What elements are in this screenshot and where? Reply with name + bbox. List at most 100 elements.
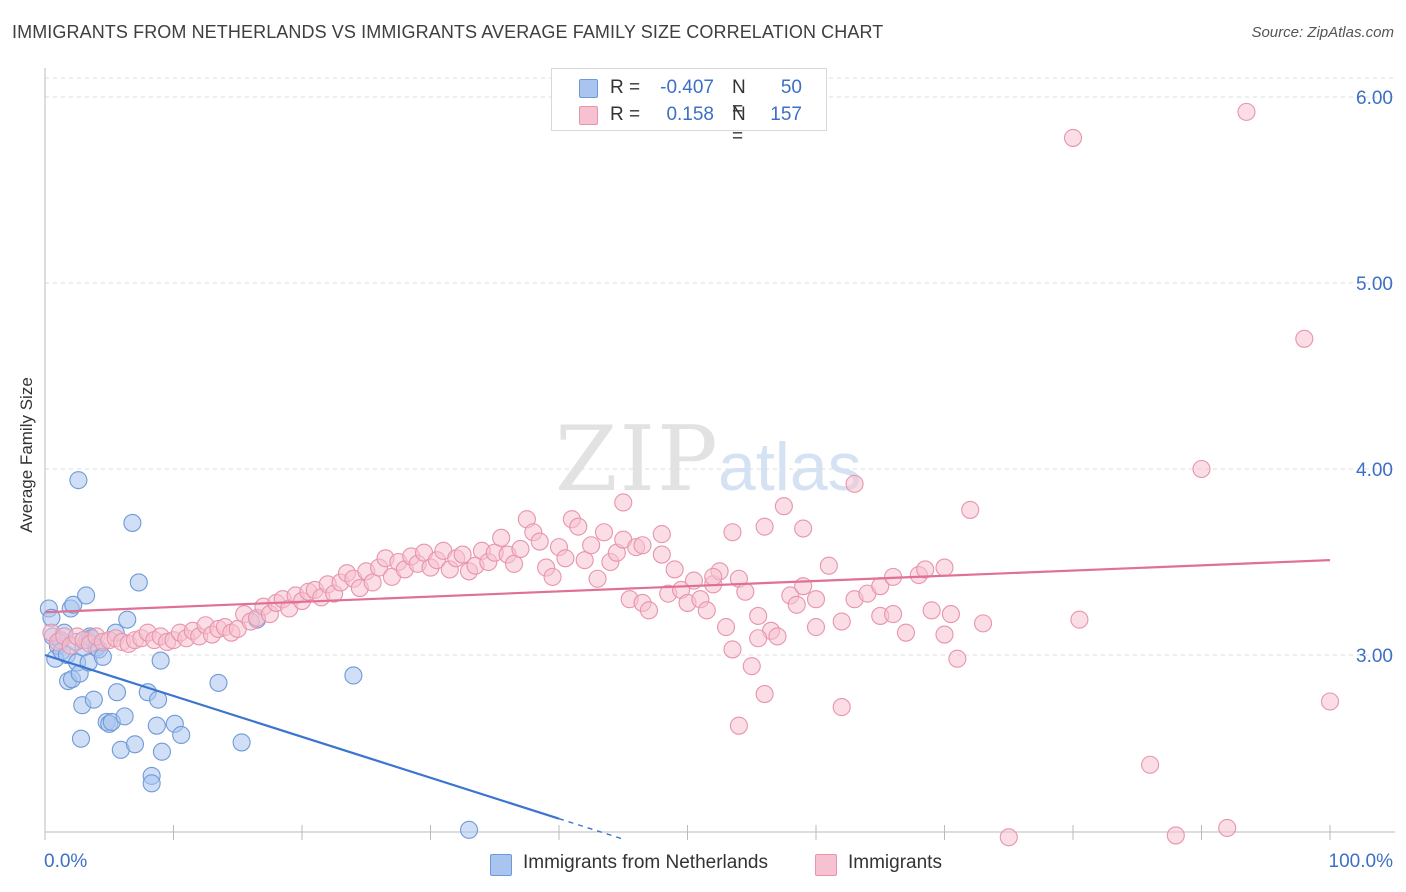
point-immigrants xyxy=(819,556,838,575)
legend-swatch-immigrants xyxy=(579,106,598,125)
legend-swatch xyxy=(815,854,837,876)
point-immigrants xyxy=(749,629,768,648)
y-tick-label: 3.00 xyxy=(1356,646,1393,667)
point-netherlands xyxy=(147,716,166,735)
point-immigrants xyxy=(845,474,864,493)
point-netherlands xyxy=(123,513,142,532)
point-immigrants xyxy=(723,640,742,659)
point-immigrants xyxy=(1070,610,1089,629)
series-netherlands-points xyxy=(39,471,479,839)
point-immigrants xyxy=(755,685,774,704)
point-netherlands xyxy=(115,707,134,726)
point-immigrants xyxy=(999,828,1018,847)
point-netherlands xyxy=(459,820,479,839)
point-immigrants xyxy=(742,657,761,676)
point-immigrants xyxy=(1192,459,1211,479)
point-immigrants xyxy=(832,612,851,631)
point-immigrants xyxy=(768,627,787,646)
correlation-legend: R = -0.407 N = 50 R = 0.158 N = 157 xyxy=(551,68,827,147)
point-immigrants xyxy=(530,532,549,551)
point-immigrants xyxy=(639,601,659,620)
point-immigrants xyxy=(1320,692,1340,711)
point-netherlands xyxy=(125,735,144,754)
point-immigrants xyxy=(569,517,588,536)
point-netherlands xyxy=(129,573,148,592)
point-immigrants xyxy=(729,716,748,735)
point-immigrants xyxy=(922,601,941,620)
point-netherlands xyxy=(232,733,251,752)
point-immigrants xyxy=(588,569,607,588)
point-netherlands xyxy=(142,774,161,793)
point-immigrants xyxy=(832,698,851,717)
point-immigrants xyxy=(935,625,954,644)
point-immigrants xyxy=(774,497,793,516)
point-immigrants xyxy=(1218,818,1237,838)
y-tick-labels: 3.00 4.00 5.00 6.00 xyxy=(1356,88,1393,667)
legend-item-immigrants[interactable]: Immigrants xyxy=(815,851,975,879)
point-immigrants xyxy=(716,618,736,637)
point-netherlands xyxy=(64,595,83,614)
point-netherlands xyxy=(172,725,191,745)
series-immigrants-points xyxy=(42,102,1340,847)
point-netherlands xyxy=(77,586,96,605)
point-immigrants xyxy=(652,545,671,564)
r-value: -0.407 xyxy=(660,77,714,98)
point-immigrants xyxy=(504,554,524,573)
n-value: 157 xyxy=(770,104,802,125)
point-netherlands xyxy=(71,729,91,748)
point-immigrants xyxy=(948,649,967,668)
point-immigrants xyxy=(896,623,916,642)
r-label: R = xyxy=(610,77,641,98)
y-tick-label: 5.00 xyxy=(1356,274,1393,295)
y-tick-label: 4.00 xyxy=(1356,460,1393,481)
legend-swatch xyxy=(490,854,512,876)
source-label: Source: ZipAtlas.com xyxy=(1251,24,1394,41)
trend-line-netherlands xyxy=(44,653,560,820)
point-immigrants xyxy=(575,551,594,570)
point-immigrants xyxy=(941,605,960,624)
point-immigrants xyxy=(916,560,935,579)
point-netherlands xyxy=(69,471,88,490)
n-label: N = xyxy=(732,77,746,120)
point-netherlands xyxy=(344,666,363,685)
point-immigrants xyxy=(794,519,813,538)
trend-line-immigrants xyxy=(44,559,1331,614)
point-netherlands xyxy=(209,673,228,692)
point-immigrants xyxy=(652,525,671,544)
point-immigrants xyxy=(556,549,575,568)
point-netherlands xyxy=(152,742,171,761)
legend-item-netherlands[interactable]: Immigrants from Netherlands xyxy=(490,851,790,879)
point-immigrants xyxy=(787,595,806,614)
point-immigrants xyxy=(749,606,768,625)
x-tick-label-max: 100.0% xyxy=(1328,851,1393,872)
legend-label: Immigrants xyxy=(848,852,942,873)
point-immigrants xyxy=(1237,102,1256,121)
point-immigrants xyxy=(614,493,633,512)
point-immigrants xyxy=(492,528,511,547)
legend-label: Immigrants from Netherlands xyxy=(523,852,768,873)
point-immigrants xyxy=(884,605,903,624)
point-netherlands xyxy=(118,610,137,629)
chart-title: IMMIGRANTS FROM NETHERLANDS VS IMMIGRANT… xyxy=(12,22,884,42)
point-immigrants xyxy=(1166,826,1185,845)
point-immigrants xyxy=(697,601,716,620)
n-value: 50 xyxy=(780,77,802,98)
point-immigrants xyxy=(665,560,684,579)
point-immigrants xyxy=(543,567,562,586)
point-immigrants xyxy=(594,523,614,542)
n-label: N = xyxy=(732,104,746,147)
r-label: R = xyxy=(610,104,641,125)
point-immigrants xyxy=(363,573,382,592)
point-immigrants xyxy=(1063,128,1083,147)
point-immigrants xyxy=(961,500,980,519)
point-netherlands xyxy=(151,651,170,670)
point-immigrants xyxy=(935,558,954,577)
x-tick-label-min: 0.0% xyxy=(44,851,88,872)
point-immigrants xyxy=(723,523,742,542)
point-immigrants xyxy=(1141,755,1160,774)
y-tick-label: 6.00 xyxy=(1356,88,1393,109)
point-netherlands xyxy=(107,683,127,702)
point-immigrants xyxy=(633,536,652,555)
